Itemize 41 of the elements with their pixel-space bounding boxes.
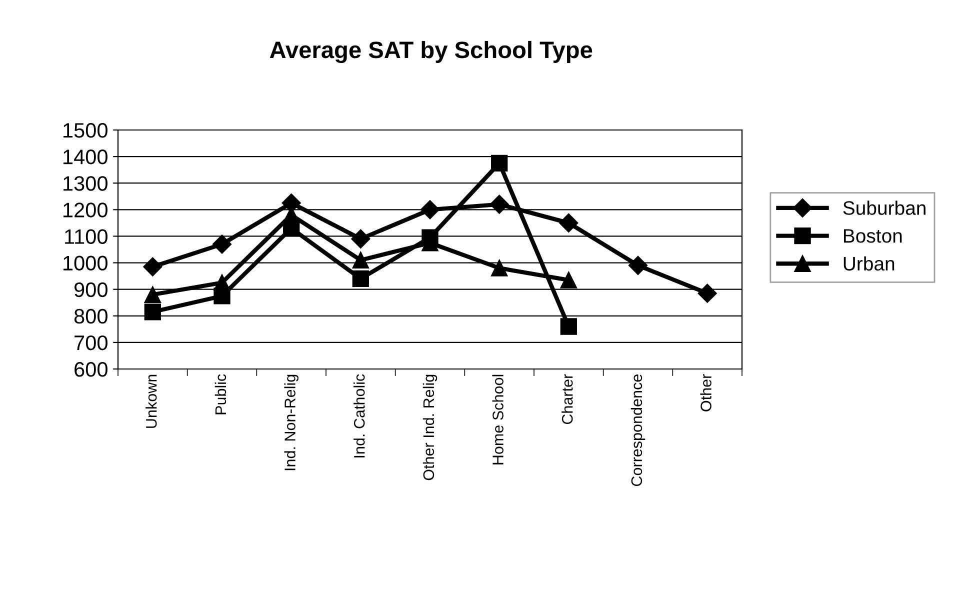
point bbox=[490, 194, 509, 214]
x-tick-label: Unkown bbox=[146, 374, 157, 428]
point bbox=[352, 252, 369, 268]
x-tick-label: Other Ind. Relig bbox=[422, 374, 438, 480]
y-tick-label: 800 bbox=[74, 308, 108, 324]
x-tick-label: Other bbox=[700, 374, 712, 412]
x-tick-label: Ind. Non-Relig bbox=[284, 374, 298, 470]
legend-label: Suburban bbox=[843, 200, 926, 215]
y-tick-label: 1100 bbox=[65, 229, 108, 244]
x-tick-label: Public bbox=[214, 374, 226, 414]
point bbox=[144, 286, 161, 303]
x-tick-label: Charter bbox=[562, 374, 573, 424]
y-tick-label: 1400 bbox=[64, 150, 108, 164]
x-tick-label: Ind. Catholic bbox=[354, 374, 365, 458]
point bbox=[560, 318, 577, 335]
y-tick-label: 700 bbox=[74, 335, 108, 350]
point bbox=[628, 256, 648, 275]
y-tick-label: 1300 bbox=[64, 176, 108, 191]
point bbox=[698, 284, 717, 303]
point bbox=[420, 200, 440, 220]
point bbox=[282, 193, 301, 213]
point bbox=[352, 270, 369, 288]
point bbox=[214, 274, 230, 292]
point bbox=[559, 213, 578, 232]
point bbox=[491, 154, 508, 172]
point bbox=[351, 229, 370, 248]
y-tick-label: 600 bbox=[74, 362, 108, 377]
y-tick-label: 900 bbox=[74, 282, 108, 298]
point bbox=[144, 304, 161, 320]
point bbox=[560, 272, 577, 288]
legend-label: Urban bbox=[844, 256, 894, 271]
legend-label: Boston bbox=[844, 229, 902, 243]
y-tick-label: 1500 bbox=[64, 123, 108, 138]
point bbox=[212, 234, 232, 254]
chart-title: Average SAT by School Type bbox=[270, 40, 592, 64]
y-tick-label: 1000 bbox=[64, 256, 108, 271]
x-tick-label: Home School bbox=[492, 374, 504, 464]
point bbox=[491, 260, 508, 276]
point bbox=[143, 257, 162, 276]
x-tick-label: Correspondence bbox=[630, 374, 646, 486]
y-tick-label: 1200 bbox=[64, 202, 108, 218]
